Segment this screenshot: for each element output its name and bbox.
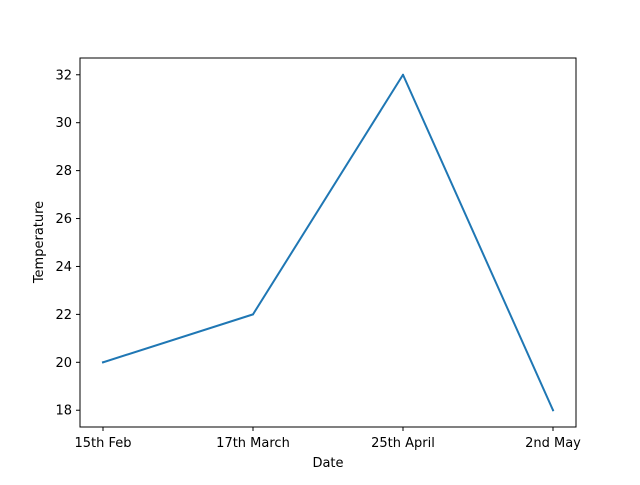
plot-frame xyxy=(79,57,577,428)
x-tick-label: 15th Feb xyxy=(74,436,131,451)
y-tick-label: 24 xyxy=(55,260,72,275)
y-tick-label: 30 xyxy=(55,116,72,131)
x-tick-label: 25th April xyxy=(371,436,435,451)
y-tick-label: 26 xyxy=(55,212,72,227)
data-point xyxy=(552,409,554,412)
y-tick-label: 22 xyxy=(55,308,72,323)
y-tick-label: 28 xyxy=(55,164,72,179)
y-tick-label: 18 xyxy=(55,404,72,419)
plot-background xyxy=(80,58,576,427)
x-tick-label: 2nd May xyxy=(525,436,581,451)
y-axis-label: Temperature xyxy=(32,201,47,284)
data-point xyxy=(102,361,104,364)
y-tick-label: 20 xyxy=(55,356,72,371)
data-point xyxy=(252,313,254,316)
x-axis-ticks: 15th Feb 17th March 25th April 2nd May xyxy=(74,427,581,451)
y-tick-label: 32 xyxy=(55,68,72,83)
data-point xyxy=(402,73,404,76)
x-tick-label: 17th March xyxy=(216,436,290,451)
series-layer xyxy=(101,73,555,412)
series-line xyxy=(101,73,555,412)
x-axis-label: Date xyxy=(312,456,343,471)
y-axis-ticks: 18 20 22 24 26 28 30 32 xyxy=(55,68,80,419)
